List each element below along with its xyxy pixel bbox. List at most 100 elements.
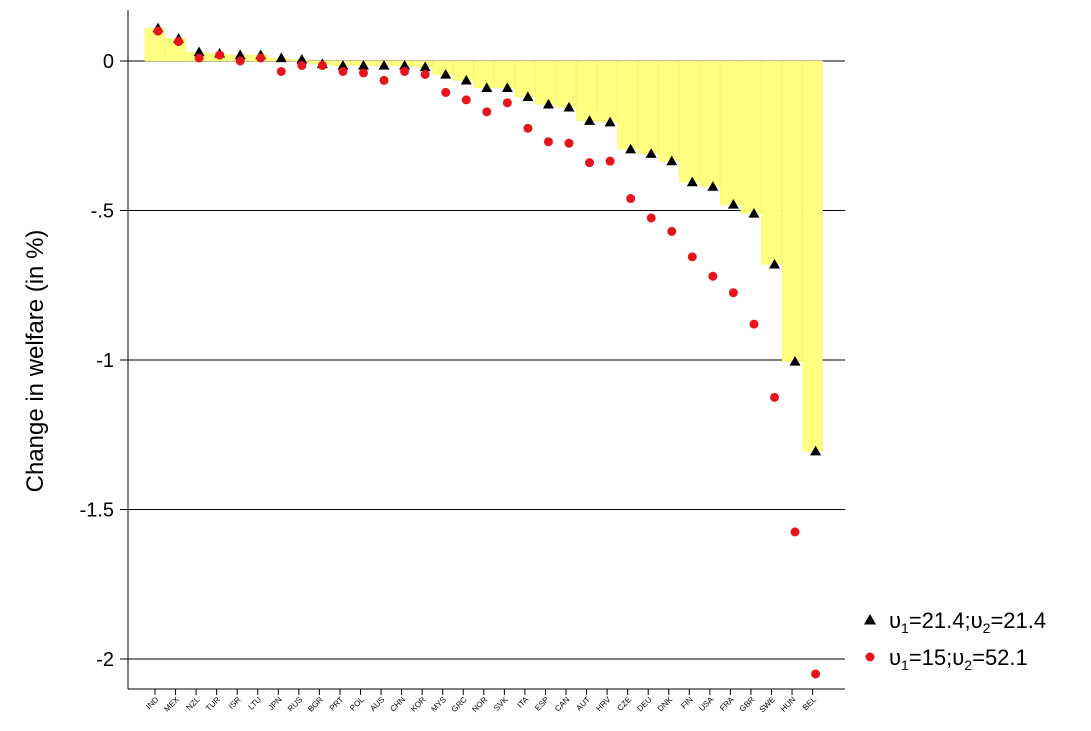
bar-hrv (596, 60, 618, 123)
triangle-marker-ita (522, 91, 534, 102)
x-category-label: ESP (533, 695, 551, 713)
circle-marker-hun (790, 527, 800, 537)
x-category-label: SWE (758, 695, 777, 714)
bar-aus (370, 60, 392, 66)
circle-marker-usa (708, 271, 718, 281)
x-category-label: DEU (635, 695, 653, 713)
bar-gbr (740, 60, 762, 214)
x-category-label: FIN (679, 695, 695, 711)
triangle-marker-bel (810, 445, 822, 456)
circle-marker-esp (543, 137, 553, 147)
circle-marker-rus (297, 60, 307, 70)
x-category-label: FRA (718, 695, 736, 713)
triangle-marker-swe (769, 258, 780, 269)
x-category-label: CZE (615, 695, 633, 713)
markers (152, 22, 822, 679)
circle-marker-can (564, 138, 574, 148)
triangle-marker-svk (501, 82, 513, 93)
bar-cze (617, 60, 638, 150)
y-tick-label: -2 (96, 649, 114, 671)
y-tick-label: -.5 (91, 201, 114, 223)
triangle-marker-dnk (666, 155, 678, 166)
axes (120, 10, 845, 695)
circle-marker-tur (215, 50, 225, 60)
circle-marker-prt (338, 66, 348, 76)
y-axis-title: Change in welfare (in %) (22, 230, 49, 493)
x-category-label: ISR (227, 695, 243, 711)
x-category-label: JPN (267, 695, 284, 712)
triangle-marker-isr (234, 49, 246, 60)
x-category-label: MYS (429, 695, 448, 714)
bar-kor (411, 60, 433, 68)
triangle-marker-mys (440, 68, 452, 79)
x-category-label: BGR (306, 695, 325, 714)
y-tick-label: 0 (103, 51, 114, 73)
x-category-label: SVK (492, 695, 510, 713)
x-category-labels: IND MEX NZL TUR ISR LTU JPN RUS BGR PRT POL AUS CHN K… (144, 695, 818, 715)
circle-marker-ltu (256, 53, 266, 63)
circle-marker-gbr (749, 319, 759, 329)
circle-marker-bgr (317, 60, 327, 70)
bar-mys (432, 60, 453, 75)
circle-marker-svk (502, 98, 512, 108)
legend-label-1: υ1=21.4;υ2=21.4 (889, 608, 1046, 636)
bar-can (555, 60, 577, 108)
triangle-marker-hrv (604, 116, 616, 127)
triangle-marker-fin (686, 176, 698, 187)
x-category-label: NZL (184, 695, 201, 712)
bar-esp (535, 60, 556, 105)
triangle-marker-grc (460, 74, 472, 85)
bar-hun (781, 60, 803, 362)
circle-marker-ita (523, 123, 533, 133)
legend-marker-1 (864, 614, 876, 625)
triangle-marker-nzl (193, 46, 205, 57)
circle-marker-pol (359, 68, 368, 78)
x-category-label: MEX (162, 695, 181, 714)
x-category-label: ITA (516, 695, 531, 710)
triangle-marker-nor (481, 82, 493, 93)
y-tick-label: -1 (96, 350, 114, 372)
x-category-label: IND (144, 695, 160, 711)
x-category-label: RUS (286, 695, 304, 713)
legend-label-2: υ1=15;υ2=52.1 (889, 645, 1028, 673)
bar-bel (802, 60, 823, 452)
triangle-marker-hun (789, 355, 801, 366)
bar-swe (761, 60, 782, 265)
circle-marker-bel (811, 669, 821, 679)
triangle-marker-chn (399, 59, 411, 70)
bar-svk (494, 60, 515, 89)
circle-marker-fin (687, 252, 697, 262)
triangle-marker-jpn (275, 52, 287, 63)
bar-usa (699, 60, 721, 187)
triangle-marker-gbr (748, 207, 760, 218)
triangle-marker-cze (625, 143, 637, 154)
x-category-label: HRV (594, 695, 613, 714)
x-category-label: GRC (450, 695, 469, 714)
legend: υ1=21.4;υ2=21.4 υ1=15;υ2=52.1 (864, 608, 1046, 673)
bar-ita (514, 60, 536, 98)
triangle-marker-esp (542, 98, 554, 109)
y-tick-label: -1.5 (80, 500, 114, 522)
circle-marker-aus (379, 75, 389, 85)
triangle-marker-kor (419, 61, 431, 72)
bar-chn (391, 60, 412, 66)
triangle-marker-usa (707, 181, 719, 191)
bar-pol (350, 60, 371, 66)
circle-marker-isr (235, 56, 245, 66)
x-category-label: CAN (553, 695, 571, 713)
bar-aut (576, 60, 597, 122)
x-category-label: HUN (779, 695, 798, 714)
triangle-marker-aut (584, 115, 596, 125)
circle-marker-fra (728, 288, 738, 298)
x-category-label: CHN (388, 695, 407, 714)
triangle-marker-deu (645, 148, 657, 158)
circle-marker-mys (441, 87, 451, 97)
x-category-label: AUS (368, 695, 386, 713)
bar-dnk (658, 60, 679, 162)
x-category-label: KOR (409, 695, 428, 714)
bar-fra (720, 60, 741, 205)
triangle-marker-prt (337, 59, 349, 70)
x-category-label: AUT (574, 695, 592, 713)
circle-marker-nor (482, 107, 492, 117)
